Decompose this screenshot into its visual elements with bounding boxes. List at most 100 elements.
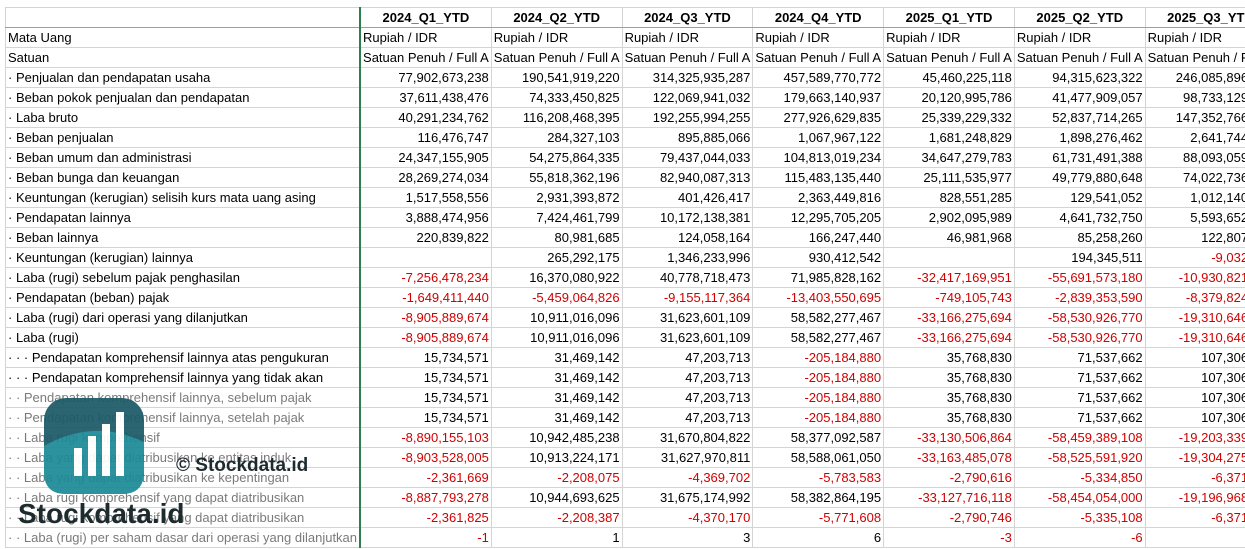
number-cell: -5,771,608 xyxy=(752,507,885,528)
number-cell: 2,902,095,989 xyxy=(883,207,1015,228)
number-cell: 284,327,103 xyxy=(490,127,623,148)
number-cell: 31,469,142 xyxy=(490,367,623,388)
number-cell: 115,483,135,440 xyxy=(752,167,885,188)
number-cell: 58,582,277,467 xyxy=(752,327,885,348)
text-cell: Satuan Penuh / Full A xyxy=(1013,47,1146,68)
column-header: 2025_Q3_YTD xyxy=(1144,7,1245,28)
text-cell: Satuan Penuh / Full A xyxy=(621,47,754,68)
number-cell: 58,588,061,050 xyxy=(752,447,885,468)
row-label: Satuan xyxy=(5,47,362,68)
text-cell: Rupiah / IDR xyxy=(883,27,1015,48)
text-cell: Rupiah / IDR xyxy=(752,27,885,48)
number-cell: 2,641,744,404 xyxy=(1144,127,1245,148)
text-cell: Satuan Penuh / Full A xyxy=(1144,47,1245,68)
number-cell: 88,093,059,335 xyxy=(1144,147,1245,168)
number-cell: -205,184,880 xyxy=(752,407,885,428)
number-cell: 40,778,718,473 xyxy=(621,267,754,288)
number-cell: 12,295,705,205 xyxy=(752,207,885,228)
number-cell: 930,412,542 xyxy=(752,247,885,268)
row-label: · Keuntungan (kerugian) selisih kurs mat… xyxy=(5,187,362,208)
text-cell: Rupiah / IDR xyxy=(1144,27,1245,48)
row-label: · · Laba (rugi) per saham dasar dari ope… xyxy=(5,527,362,548)
text-cell: Satuan Penuh / Full A xyxy=(883,47,1015,68)
number-cell: 1,517,558,556 xyxy=(359,187,492,208)
watermark-logo xyxy=(44,398,144,494)
number-cell: -2,790,746 xyxy=(883,507,1015,528)
number-cell: 47,203,713 xyxy=(621,407,754,428)
number-cell: 10,944,693,625 xyxy=(490,487,623,508)
number-cell: -3 xyxy=(883,527,1015,548)
number-cell: -55,691,573,180 xyxy=(1013,267,1146,288)
number-cell: 190,541,919,220 xyxy=(490,67,623,88)
number-cell: 85,258,260 xyxy=(1013,227,1146,248)
number-cell: 1,898,276,462 xyxy=(1013,127,1146,148)
number-cell: 5,593,652,205 xyxy=(1144,207,1245,228)
number-cell: -749,105,743 xyxy=(883,287,1015,308)
number-cell: 15,734,571 xyxy=(359,387,492,408)
number-cell: 10,172,138,381 xyxy=(621,207,754,228)
corner-cell xyxy=(5,7,362,28)
data-row: · Keuntungan (kerugian) selisih kurs mat… xyxy=(5,187,1245,208)
number-cell: 457,589,770,772 xyxy=(752,67,885,88)
number-cell: 41,477,909,057 xyxy=(1013,87,1146,108)
number-cell: 35,768,830 xyxy=(883,387,1015,408)
number-cell: 265,292,175 xyxy=(490,247,623,268)
number-cell: 16,370,080,922 xyxy=(490,267,623,288)
number-cell: -2,208,075 xyxy=(490,467,623,488)
number-cell: 3,888,474,956 xyxy=(359,207,492,228)
number-cell: -2 xyxy=(1144,527,1245,548)
number-cell: -6,371,619 xyxy=(1144,507,1245,528)
column-header: 2024_Q2_YTD xyxy=(490,7,623,28)
text-cell: Rupiah / IDR xyxy=(490,27,623,48)
data-row: · Laba bruto 40,291,234,762 116,208,468,39… xyxy=(5,107,1245,128)
number-cell: 40,291,234,762 xyxy=(359,107,492,128)
number-cell: -19,310,646,416 xyxy=(1144,307,1245,328)
column-header: 2024_Q3_YTD xyxy=(621,7,754,28)
row-label: · Laba (rugi) dari operasi yang dilanjut… xyxy=(5,307,362,328)
number-cell: 10,913,224,171 xyxy=(490,447,623,468)
number-cell: 104,813,019,234 xyxy=(752,147,885,168)
number-cell: -2,790,616 xyxy=(883,467,1015,488)
number-cell: 10,942,485,238 xyxy=(490,427,623,448)
number-cell: -5,334,850 xyxy=(1013,467,1146,488)
number-cell: -1,649,411,440 xyxy=(359,287,492,308)
number-cell: 895,885,066 xyxy=(621,127,754,148)
number-cell: 58,382,864,195 xyxy=(752,487,885,508)
number-cell: 107,306,493 xyxy=(1144,387,1245,408)
number-cell: 1,067,967,122 xyxy=(752,127,885,148)
number-cell: 122,807,312 xyxy=(1144,227,1245,248)
number-cell: 28,269,274,034 xyxy=(359,167,492,188)
number-cell: 24,347,155,905 xyxy=(359,147,492,168)
row-label: · Beban umum dan administrasi xyxy=(5,147,362,168)
number-cell: 31,627,970,811 xyxy=(621,447,754,468)
number-cell: 192,255,994,255 xyxy=(621,107,754,128)
number-cell: -33,166,275,694 xyxy=(883,307,1015,328)
number-cell: -58,454,054,000 xyxy=(1013,487,1146,508)
number-cell: 47,203,713 xyxy=(621,367,754,388)
number-cell: 3 xyxy=(621,527,754,548)
number-cell: 116,208,468,395 xyxy=(490,107,623,128)
data-row: · · Pendapatan komprehensif lainnya, seb… xyxy=(5,387,1245,408)
number-cell: 401,426,417 xyxy=(621,187,754,208)
row-label: · Laba (rugi) xyxy=(5,327,362,348)
number-cell: 179,663,140,937 xyxy=(752,87,885,108)
row-label: Mata Uang xyxy=(5,27,362,48)
data-row: · · Laba yang dapat diatribusikan ke kep… xyxy=(5,467,1245,488)
text-cell: Rupiah / IDR xyxy=(621,27,754,48)
number-cell: 4,641,732,750 xyxy=(1013,207,1146,228)
spreadsheet: 2024_Q1_YTD 2024_Q2_YTD 2024_Q3_YTD 2024_Q4… xyxy=(5,7,1245,548)
number-cell: 31,623,601,109 xyxy=(621,307,754,328)
number-cell: 31,675,174,992 xyxy=(621,487,754,508)
number-cell: 71,537,662 xyxy=(1013,407,1146,428)
number-cell: -32,417,169,951 xyxy=(883,267,1015,288)
number-cell: 46,981,968 xyxy=(883,227,1015,248)
number-cell: 15,734,571 xyxy=(359,407,492,428)
row-label: · Laba (rugi) sebelum pajak penghasilan xyxy=(5,267,362,288)
number-cell: -4,370,170 xyxy=(621,507,754,528)
data-row: · Penjualan dan pendapatan usaha 77,902,6… xyxy=(5,67,1245,88)
number-cell: -19,304,275,184 xyxy=(1144,447,1245,468)
number-cell: -5,783,583 xyxy=(752,467,885,488)
row-label: · Pendapatan (beban) pajak xyxy=(5,287,362,308)
number-cell: 1,346,233,996 xyxy=(621,247,754,268)
number-cell: -8,890,155,103 xyxy=(359,427,492,448)
